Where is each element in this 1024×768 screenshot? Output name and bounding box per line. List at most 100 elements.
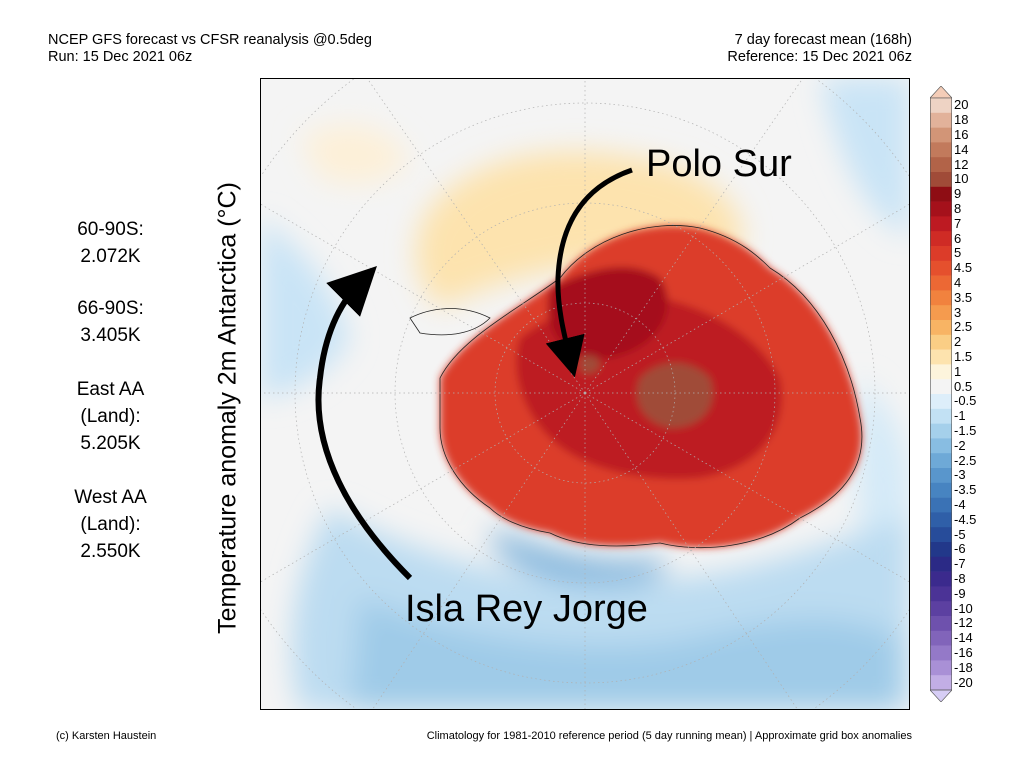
legend-color-bin — [930, 408, 952, 424]
legend-tick-label: -9 — [954, 585, 966, 601]
legend-tick-label: 9 — [954, 186, 962, 202]
legend-tick-label: -2 — [954, 437, 966, 453]
header-left: NCEP GFS forecast vs CFSR reanalysis @0.… — [48, 32, 372, 66]
legend-color-bin — [930, 497, 952, 513]
legend-tick-label: -7 — [954, 556, 966, 572]
legend-color-bin — [930, 157, 952, 173]
legend-color-bin — [930, 512, 952, 528]
legend-tick-label: 7 — [954, 215, 962, 231]
stat-label-2: (Land): — [80, 514, 141, 535]
legend-color-bin — [930, 290, 952, 306]
legend-tick-label: -1 — [954, 408, 966, 424]
footer-climatology-note: Climatology for 1981-2010 reference peri… — [426, 730, 912, 742]
legend-color-bin — [930, 186, 952, 202]
legend-color-bin — [930, 320, 952, 336]
annotation-isla-rey-jorge: Isla Rey Jorge — [405, 588, 648, 630]
stat-value: 2.550K — [80, 541, 141, 562]
legend-color-bin — [930, 98, 952, 114]
legend-tick-label: 5 — [954, 245, 962, 261]
isla-rey-jorge-arrow — [315, 266, 413, 581]
stat-label: West AA — [74, 487, 147, 508]
legend-color-bin — [930, 453, 952, 469]
legend-color-bin — [930, 275, 952, 291]
y-axis-label: Temperature anomaly 2m Antarctica (°C) — [213, 182, 242, 634]
stat-label-2: (Land): — [80, 406, 141, 427]
stat-value: 2.072K — [80, 246, 141, 267]
legend-tick-label: 3 — [954, 304, 962, 320]
legend-tick-label: -10 — [954, 600, 973, 616]
legend-color-bin — [930, 394, 952, 410]
legend-color-bin — [930, 112, 952, 128]
legend-color-bin — [930, 260, 952, 276]
legend-color-bin — [930, 216, 952, 232]
legend-tick-label: 0.5 — [954, 378, 973, 394]
polo-sur-arrow — [545, 167, 633, 378]
legend-color-bin — [930, 142, 952, 158]
legend-color-bin — [930, 438, 952, 454]
legend-tick-label: -8 — [954, 571, 966, 586]
legend-color-bin — [930, 201, 952, 217]
legend-color-bin — [930, 305, 952, 321]
header-right: 7 day forecast mean (168h) Reference: 15… — [727, 32, 912, 66]
legend-tick-label: 10 — [954, 171, 969, 187]
coastline — [439, 225, 863, 549]
cold-anomaly-regions — [260, 78, 910, 710]
warm-anomaly-ring — [300, 124, 742, 308]
legend-tick-label: -5 — [954, 526, 966, 542]
stat-label: 66-90S: — [77, 298, 144, 319]
legend-tick-label: -14 — [954, 630, 973, 646]
legend-color-bin — [930, 468, 952, 484]
legend-tick-label: 4.5 — [954, 260, 973, 276]
legend-color-bin — [930, 601, 952, 617]
legend-tick-label: 2.5 — [954, 319, 973, 335]
legend-color-bin — [930, 349, 952, 365]
header-title: NCEP GFS forecast vs CFSR reanalysis @0.… — [48, 32, 372, 48]
legend-tick-label: 6 — [954, 230, 962, 246]
legend-color-bin — [930, 645, 952, 661]
legend-color-bin — [930, 246, 952, 262]
color-legend — [930, 86, 952, 702]
stat-value: 3.405K — [80, 325, 141, 346]
legend-color-bin — [930, 423, 952, 439]
legend-tick-label: -18 — [954, 659, 973, 675]
legend-color-bin — [930, 675, 952, 691]
legend-tick-label: 16 — [954, 127, 969, 142]
legend-tick-label: 18 — [954, 112, 969, 128]
legend-tick-label: -16 — [954, 645, 973, 660]
map-graticule — [260, 78, 910, 710]
legend-color-bin — [930, 616, 952, 632]
legend-color-bin — [930, 527, 952, 543]
legend-color-bin — [930, 482, 952, 498]
legend-color-bin — [930, 542, 952, 558]
legend-tick-label: 20 — [954, 97, 969, 113]
legend-color-bin — [930, 379, 952, 395]
legend-color-bin — [930, 172, 952, 188]
legend-tick-label: -3 — [954, 467, 966, 483]
annotation-polo-sur: Polo Sur — [646, 143, 792, 185]
stat-label: 60-90S: — [77, 219, 144, 240]
stat-66-90s: 66-90S: 3.405K — [48, 295, 173, 349]
header-reference: Reference: 15 Dec 2021 06z — [727, 49, 912, 65]
legend-tick-label: 1.5 — [954, 349, 973, 364]
stat-west-aa: West AA (Land): 2.550K — [48, 484, 173, 565]
legend-tick-label: -0.5 — [954, 393, 977, 409]
header-run: Run: 15 Dec 2021 06z — [48, 49, 193, 65]
legend-color-bin — [930, 334, 952, 350]
antarctica-anomaly-map — [260, 78, 910, 710]
legend-color-bin — [930, 231, 952, 247]
stat-value: 5.205K — [80, 433, 141, 454]
legend-color-bin — [930, 586, 952, 602]
legend-color-bin — [930, 571, 952, 587]
legend-tick-label: 2 — [954, 334, 962, 350]
header-forecast-mean: 7 day forecast mean (168h) — [734, 32, 912, 48]
legend-tick-label: 12 — [954, 156, 969, 172]
legend-tick-label: -20 — [954, 674, 973, 690]
legend-tick-label: 1 — [954, 363, 962, 379]
legend-tick-label: -6 — [954, 541, 966, 557]
footer-credit: (c) Karsten Haustein — [56, 730, 157, 742]
legend-tick-label: -3.5 — [954, 482, 977, 498]
stat-east-aa: East AA (Land): 5.205K — [48, 376, 173, 457]
legend-tick-label: 3.5 — [954, 289, 973, 305]
legend-tick-label: 4 — [954, 275, 962, 290]
legend-color-bin — [930, 127, 952, 143]
